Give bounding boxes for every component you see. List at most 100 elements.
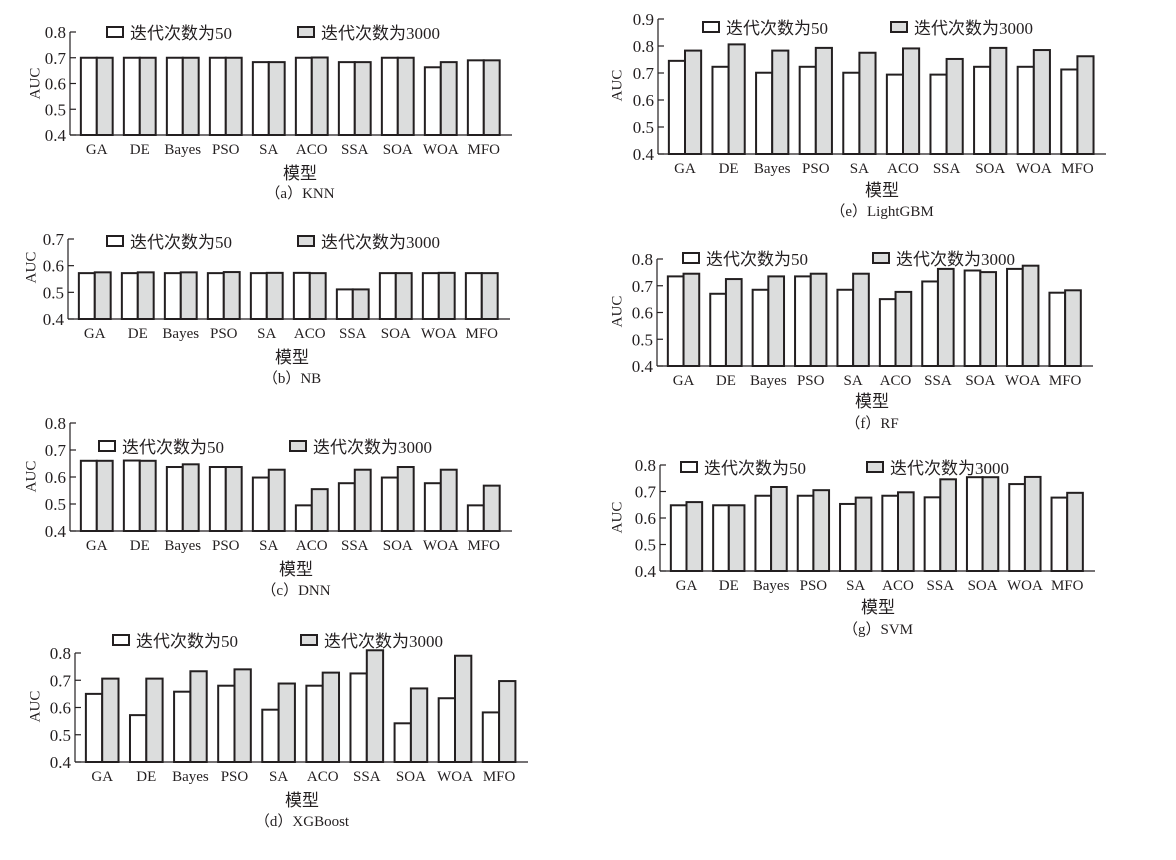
bar-mfo-iter50 <box>1050 496 1069 572</box>
bar-sa-iter3000 <box>858 51 877 155</box>
x-tick-label: Bayes <box>164 538 201 554</box>
x-tick-label: PSO <box>221 769 249 785</box>
y-tick-label: 0.5 <box>45 100 66 119</box>
y-tick-label: 0.9 <box>633 10 654 29</box>
y-tick-label: 0.4 <box>45 126 67 145</box>
legend-item-iter50: 迭代次数为50 <box>682 245 808 270</box>
x-axis-label: 模型 <box>861 598 895 617</box>
bar-soa-iter3000 <box>981 476 1000 572</box>
x-tick-label: SA <box>257 326 276 342</box>
x-tick-label: Bayes <box>172 769 209 785</box>
bar-pso-iter50 <box>796 494 815 572</box>
bar-de-iter3000 <box>727 43 746 156</box>
legend-swatch-gray <box>289 439 307 452</box>
bar-soa-iter3000 <box>396 466 415 533</box>
x-tick-label: Bayes <box>162 326 199 342</box>
x-tick-label: PSO <box>212 538 240 554</box>
bar-bayes-iter3000 <box>770 485 788 572</box>
y-tick-label: 0.6 <box>50 699 71 718</box>
bar-ssa-iter3000 <box>936 267 955 367</box>
x-tick-label: DE <box>130 142 150 158</box>
bar-de-iter50 <box>712 504 730 572</box>
chart-caption: （d）XGBoost <box>254 814 350 830</box>
x-tick-label: DE <box>128 326 148 342</box>
x-tick-label: SSA <box>341 142 369 158</box>
legend-label: 迭代次数为3000 <box>324 632 443 651</box>
x-tick-label: GA <box>674 161 696 177</box>
legend-label: 迭代次数为50 <box>136 632 238 651</box>
x-tick-label: PSO <box>802 161 830 177</box>
x-axis-label: 模型 <box>279 560 313 579</box>
x-tick-label: SSA <box>924 373 952 389</box>
bar-mfo-iter3000 <box>498 680 517 764</box>
y-tick-label: 0.4 <box>632 357 654 376</box>
x-tick-label: ACO <box>307 769 339 785</box>
y-tick-label: 0.7 <box>45 441 67 460</box>
y-tick-label: 0.5 <box>50 726 71 745</box>
legend-swatch-gray <box>890 20 908 33</box>
x-tick-label: GA <box>676 578 698 594</box>
bar-pso-iter3000 <box>224 56 243 136</box>
bar-ga-iter3000 <box>95 459 114 532</box>
x-tick-label: MFO <box>468 142 501 158</box>
bar-ga-iter50 <box>669 504 688 572</box>
bar-woa-iter3000 <box>1032 49 1051 155</box>
legend-label: 迭代次数为50 <box>122 438 224 457</box>
x-tick-label: GA <box>86 142 108 158</box>
bar-sa-iter50 <box>839 502 857 572</box>
x-tick-label: WOA <box>437 769 473 785</box>
bar-ssa-iter50 <box>923 496 942 572</box>
legend-label: 迭代次数为50 <box>706 250 808 269</box>
legend-swatch-gray <box>297 25 315 38</box>
x-tick-label: SSA <box>927 578 955 594</box>
legend-item-iter3000: 迭代次数为3000 <box>866 454 1009 479</box>
y-tick-label: 0.7 <box>43 230 65 249</box>
legend-item-iter50: 迭代次数为50 <box>106 19 232 44</box>
legend-swatch-white <box>680 460 698 473</box>
y-tick-label: 0.5 <box>633 118 654 137</box>
bar-bayes-iter3000 <box>767 275 786 368</box>
legend-swatch-white <box>106 234 124 247</box>
x-tick-label: ACO <box>294 326 326 342</box>
bar-sa-iter3000 <box>854 496 873 572</box>
y-tick-label: 0.5 <box>45 495 66 514</box>
legend-item-iter3000: 迭代次数为3000 <box>289 433 432 458</box>
x-axis-label: 模型 <box>865 181 899 200</box>
x-tick-label: SSA <box>933 161 961 177</box>
x-tick-label: DE <box>136 769 156 785</box>
y-tick-label: 0.8 <box>45 23 66 42</box>
bar-aco-iter3000 <box>902 47 921 155</box>
bar-de-iter3000 <box>136 271 155 321</box>
legend-item-iter50: 迭代次数为50 <box>680 454 806 479</box>
legend-swatch-white <box>702 20 720 33</box>
bar-aco-iter3000 <box>894 290 913 367</box>
y-tick-label: 0.4 <box>50 753 72 772</box>
x-axis-label: 模型 <box>285 791 319 810</box>
legend-item-iter3000: 迭代次数为3000 <box>300 627 443 652</box>
bar-ssa-iter3000 <box>945 57 964 155</box>
x-tick-label: GA <box>86 538 108 554</box>
legend-swatch-white <box>106 25 124 38</box>
bar-bayes-iter3000 <box>189 670 208 764</box>
y-tick-label: 0.6 <box>635 509 656 528</box>
bar-pso-iter3000 <box>224 466 243 533</box>
x-tick-label: Bayes <box>754 161 791 177</box>
x-axis-label: 模型 <box>855 392 889 411</box>
x-tick-label: SOA <box>383 538 413 554</box>
bar-de-iter3000 <box>145 677 164 763</box>
legend-label: 迭代次数为3000 <box>914 19 1033 38</box>
bar-mfo-iter3000 <box>480 272 499 320</box>
legend-item-iter3000: 迭代次数为3000 <box>890 14 1033 39</box>
bar-de-iter3000 <box>724 278 743 367</box>
x-tick-label: PSO <box>797 373 825 389</box>
bar-bayes-iter3000 <box>179 271 198 321</box>
x-tick-label: Bayes <box>750 373 787 389</box>
x-tick-label: Bayes <box>753 578 790 594</box>
legend-item-iter3000: 迭代次数为3000 <box>297 19 440 44</box>
y-tick-label: 0.4 <box>45 522 67 541</box>
legend-label: 迭代次数为3000 <box>890 459 1009 478</box>
bar-soa-iter3000 <box>409 687 429 763</box>
